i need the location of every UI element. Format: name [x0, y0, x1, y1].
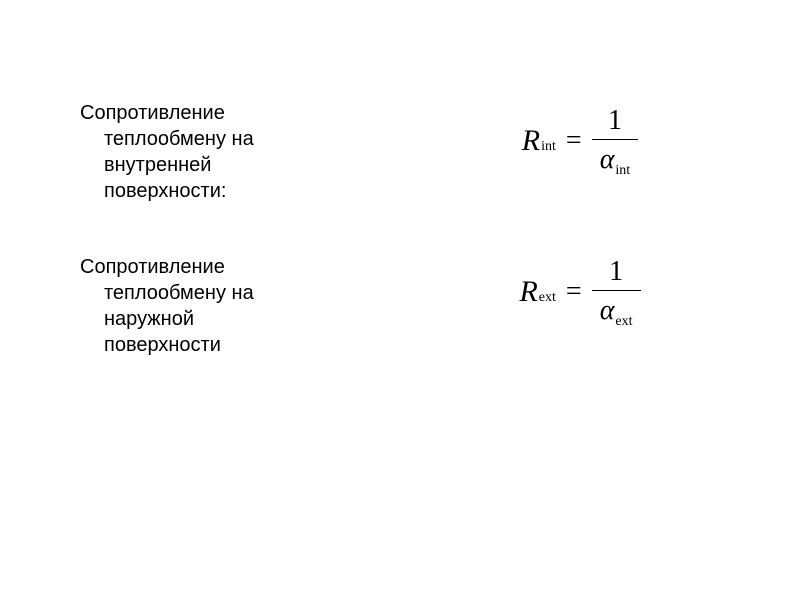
equals-sign: = [566, 125, 582, 157]
equals-sign: = [566, 276, 582, 308]
text-line: внутренней [80, 152, 380, 178]
subscript-ext: ext [615, 314, 632, 330]
slide-content: Сопротивление теплообмену на внутренней … [0, 0, 800, 418]
text-line: поверхности: [80, 178, 380, 204]
denominator: α ext [592, 291, 641, 327]
text-block-external: Сопротивление теплообмену на наружной по… [80, 254, 380, 358]
text-line: Сопротивление [80, 100, 380, 126]
text-line: Сопротивление [80, 254, 380, 280]
text-line: наружной [80, 306, 380, 332]
text-line: поверхности [80, 332, 380, 358]
numerator: 1 [596, 105, 634, 139]
subscript-ext: ext [539, 290, 556, 306]
variable-alpha: α [600, 144, 615, 176]
numerator: 1 [597, 256, 635, 290]
variable-alpha: α [600, 295, 615, 327]
subscript-int: int [615, 163, 630, 179]
fraction: 1 α int [592, 105, 638, 176]
text-line: теплообмену на [80, 280, 380, 306]
text-line: теплообмену на [80, 126, 380, 152]
formula-r-ext: R ext = 1 α ext [519, 256, 640, 327]
variable-r: R [519, 275, 537, 309]
formula-column: R int = 1 α int R ext = 1 α ext [380, 100, 740, 358]
text-block-internal: Сопротивление теплообмену на внутренней … [80, 100, 380, 204]
fraction: 1 α ext [592, 256, 641, 327]
text-column: Сопротивление теплообмену на внутренней … [80, 100, 380, 358]
variable-r: R [522, 124, 540, 158]
denominator: α int [592, 140, 638, 176]
formula-r-int: R int = 1 α int [522, 105, 638, 176]
subscript-int: int [541, 139, 556, 155]
